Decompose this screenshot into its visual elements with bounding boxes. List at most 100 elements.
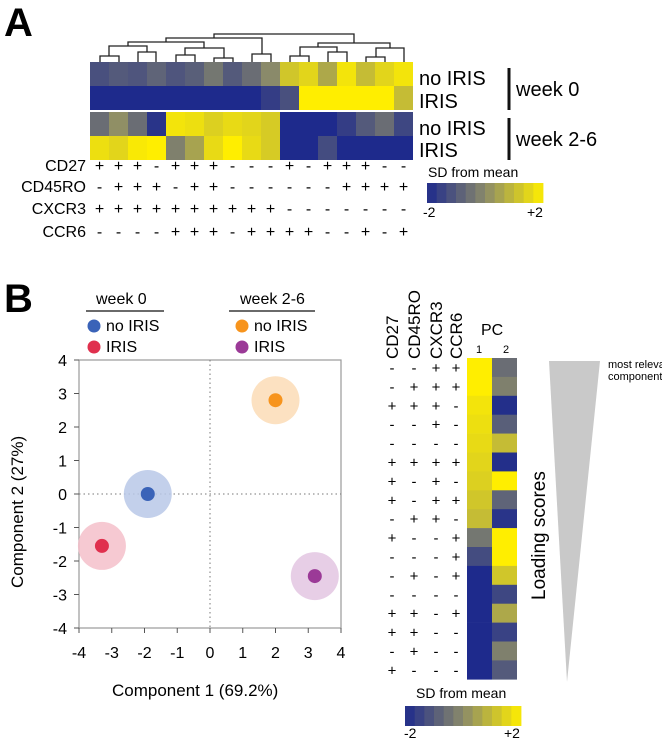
- panel-b-letter: B: [4, 277, 33, 321]
- heatmap-a-cell: [147, 112, 166, 136]
- marker-sign: -: [344, 224, 349, 241]
- relevance-wedge: [549, 361, 600, 682]
- loading-sign: +: [388, 398, 397, 415]
- heatmap-a-cell: [394, 112, 413, 136]
- heatmap-a-cell: [318, 136, 337, 160]
- legend-label-no-iris-w26: no IRIS: [254, 318, 307, 335]
- loading-sign: -: [454, 644, 459, 661]
- marker-sign: +: [323, 158, 332, 175]
- colorbar-swatch: [475, 183, 486, 203]
- loading-sign: +: [388, 606, 397, 623]
- loading-cell: [492, 641, 517, 661]
- marker-sign: +: [95, 201, 104, 218]
- loading-cell: [467, 471, 492, 491]
- heatmap-a-cell: [90, 136, 109, 160]
- loading-sign: -: [390, 587, 395, 604]
- marker-sign: +: [266, 201, 275, 218]
- marker-sign: +: [247, 224, 256, 241]
- loading-sign: +: [410, 568, 419, 585]
- heatmap-a-cell: [356, 136, 375, 160]
- heatmap-a-cell: [375, 112, 394, 136]
- heatmap-a-cell: [147, 136, 166, 160]
- loading-marker-signs: - - + +- + + ++ + + -- - + -- - - -+ + + ++ - + -+ - + +- + + -+ - - +…: [388, 360, 461, 679]
- marker-sign: -: [230, 224, 235, 241]
- marker-sign: +: [114, 158, 123, 175]
- colorbar-swatch: [463, 706, 474, 726]
- heatmap-a-cell: [280, 112, 299, 136]
- heatmap-a-cell: [128, 86, 147, 110]
- loading-sign: +: [388, 662, 397, 679]
- loading-sign: +: [410, 455, 419, 472]
- marker-sign: +: [152, 179, 161, 196]
- heatmap-a-cell: [375, 62, 394, 86]
- pc-col-2: 2: [503, 344, 509, 356]
- heatmap-a-cell: [280, 62, 299, 86]
- marker-sign: +: [399, 224, 408, 241]
- heatmap-a-cell: [147, 86, 166, 110]
- marker-sign: +: [190, 179, 199, 196]
- heatmap-a-cell: [204, 112, 223, 136]
- heatmap-a-cell: [204, 62, 223, 86]
- marker-sign: +: [228, 201, 237, 218]
- heatmap-a-cell: [109, 136, 128, 160]
- heatmap-a-cell: [242, 136, 261, 160]
- loading-sign: -: [412, 360, 417, 377]
- loading-sign: -: [412, 662, 417, 679]
- loading-sign: +: [432, 417, 441, 434]
- loading-sign: +: [388, 625, 397, 642]
- loading-sign: +: [452, 606, 461, 623]
- marker-sign: -: [325, 224, 330, 241]
- loading-sign: +: [410, 379, 419, 396]
- loading-marker-name: CXCR3: [427, 301, 446, 359]
- pca-xtick-label: -1: [170, 645, 184, 662]
- loading-sign: -: [412, 549, 417, 566]
- heatmap-a-cell: [185, 136, 204, 160]
- loading-sign: -: [390, 436, 395, 453]
- row-label-iris-w26: IRIS: [419, 140, 458, 162]
- colorbar-swatch: [414, 706, 425, 726]
- heatmap-a-cell: [128, 112, 147, 136]
- loading-sign: -: [412, 436, 417, 453]
- loading-cell: [492, 547, 517, 567]
- panel-a-letter: A: [4, 1, 33, 45]
- loading-cell: [492, 433, 517, 453]
- marker-sign: +: [190, 158, 199, 175]
- loading-cell: [467, 376, 492, 397]
- marker-sign: -: [135, 224, 140, 241]
- marker-sign: +: [209, 224, 218, 241]
- heatmap-a-cell: [318, 62, 337, 86]
- pc-label: PC: [481, 322, 503, 339]
- loading-sign: -: [454, 662, 459, 679]
- group-label-week26: week 2-6: [515, 129, 597, 151]
- marker-sign: +: [380, 179, 389, 196]
- loading-sign: -: [454, 473, 459, 490]
- loading-sign: +: [432, 455, 441, 472]
- loading-cell: [492, 622, 517, 642]
- loading-cell: [467, 547, 492, 567]
- legend-a-colorbar: [427, 183, 544, 203]
- marker-sign: -: [287, 201, 292, 218]
- loading-sign: -: [434, 530, 439, 547]
- loading-sign: -: [390, 568, 395, 585]
- marker-sign: +: [190, 224, 199, 241]
- colorbar-swatch: [436, 183, 447, 203]
- pca-ytick-label: 4: [58, 353, 67, 370]
- marker-sign: -: [287, 179, 292, 196]
- heatmap-a-cell: [242, 86, 261, 110]
- legend-week0-title: week 0: [95, 291, 147, 308]
- loading-sign: -: [390, 549, 395, 566]
- pca-point: [268, 393, 283, 408]
- heatmap-a-cell: [394, 62, 413, 86]
- heatmap-a-cell: [280, 86, 299, 110]
- marker-sign: +: [171, 201, 180, 218]
- marker-sign: -: [306, 179, 311, 196]
- loading-cell: [467, 641, 492, 661]
- heatmap-a-cell: [223, 62, 242, 86]
- heatmap-a-cell: [185, 86, 204, 110]
- marker-sign: -: [230, 158, 235, 175]
- heatmap-a-cell: [128, 136, 147, 160]
- marker-sign: -: [363, 201, 368, 218]
- loading-cell: [492, 358, 517, 378]
- arrow-label-line2: component: [608, 371, 662, 383]
- colorbar-swatch: [453, 706, 464, 726]
